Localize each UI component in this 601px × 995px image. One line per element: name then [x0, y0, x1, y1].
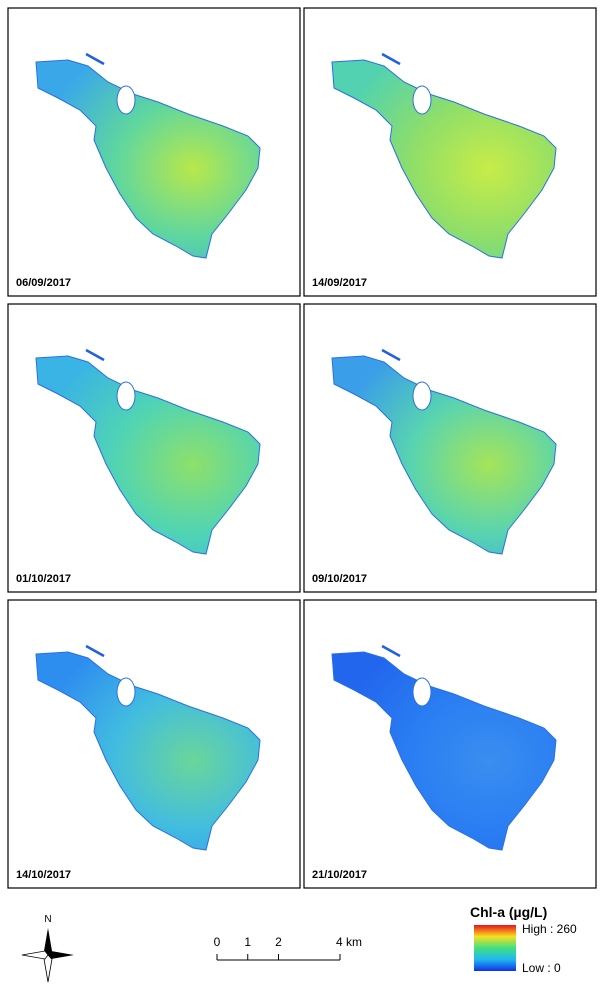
date-label: 14/09/2017 — [312, 277, 367, 289]
map-panel: 01/10/2017 — [7, 303, 301, 593]
legend: Chl-a (µg/L) High : 260 Low : 0 — [470, 904, 577, 975]
island — [116, 381, 136, 411]
channel — [381, 348, 401, 362]
channel — [85, 52, 105, 66]
island — [412, 677, 432, 707]
north-label: N — [44, 914, 51, 925]
lake — [35, 651, 261, 851]
map-panel: 21/10/2017 — [303, 599, 597, 889]
channel — [85, 644, 105, 658]
lake — [331, 59, 557, 259]
island — [412, 85, 432, 115]
scale-bar: 0 1 2 4 km — [214, 935, 362, 961]
scale-label: 2 — [275, 935, 282, 949]
map-panel: 14/10/2017 — [7, 599, 301, 889]
scale-label: 4 km — [336, 935, 362, 949]
map-panel: 09/10/2017 — [303, 303, 597, 593]
map-panel: 14/09/2017 — [303, 7, 597, 297]
lake — [35, 59, 261, 259]
scale-label: 0 — [214, 935, 221, 949]
date-label: 21/10/2017 — [312, 869, 367, 881]
channel — [381, 644, 401, 658]
island — [116, 677, 136, 707]
lake — [331, 651, 557, 851]
date-label: 01/10/2017 — [16, 573, 71, 585]
channel — [85, 348, 105, 362]
island — [116, 85, 136, 115]
map-panel: 06/09/2017 — [7, 7, 301, 297]
color-ramp — [474, 925, 516, 971]
legend-low: Low : 0 — [522, 961, 561, 975]
lake — [35, 355, 261, 555]
scale-label: 1 — [244, 935, 251, 949]
lake — [331, 355, 557, 555]
date-label: 14/10/2017 — [16, 869, 71, 881]
island — [412, 381, 432, 411]
channel — [381, 52, 401, 66]
legend-title: Chl-a (µg/L) — [470, 904, 547, 920]
legend-high: High : 260 — [522, 922, 577, 936]
north-arrow: N — [21, 914, 74, 983]
date-label: 06/09/2017 — [16, 277, 71, 289]
date-label: 09/10/2017 — [312, 573, 367, 585]
